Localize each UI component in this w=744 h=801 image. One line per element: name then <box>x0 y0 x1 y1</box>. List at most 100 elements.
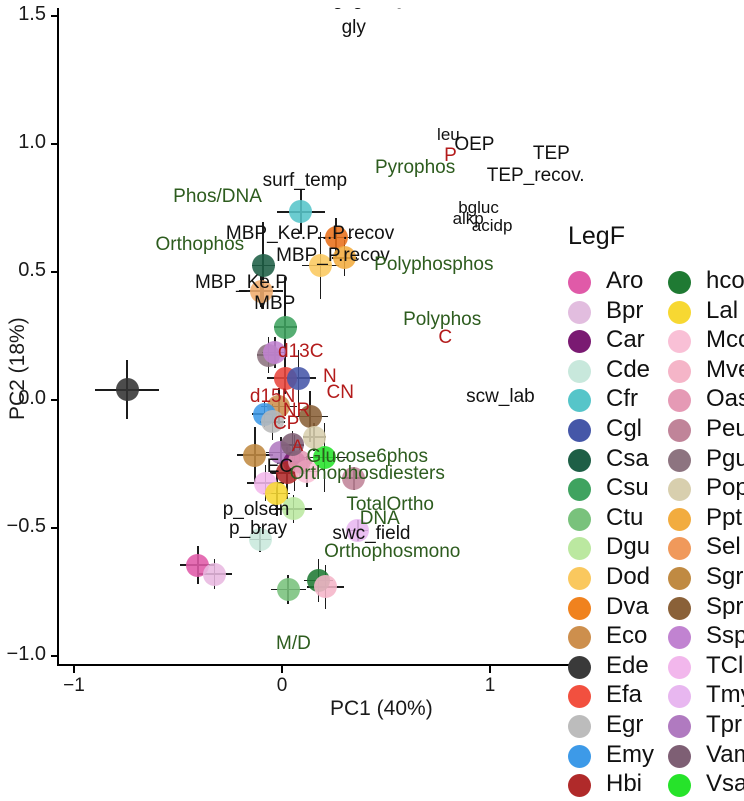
variable-label: p_olsen <box>222 498 290 520</box>
variable-label: N <box>322 365 337 387</box>
data-point[interactable] <box>273 315 297 339</box>
legend-color-swatch <box>568 626 591 650</box>
legend-item-label: hco <box>706 267 744 294</box>
legend-color-swatch <box>568 418 591 442</box>
data-point[interactable] <box>324 225 348 249</box>
data-point[interactable] <box>115 378 139 402</box>
legend-item-label: TCl <box>706 651 744 679</box>
legend-item-label: Cgl <box>606 414 643 442</box>
data-point[interactable] <box>308 254 332 278</box>
data-point[interactable] <box>298 405 322 429</box>
x-tick-label: −1 <box>63 675 85 696</box>
legend-item-label: Cde <box>606 355 651 383</box>
data-point[interactable] <box>261 410 285 434</box>
variable-label: MBP <box>254 292 296 314</box>
legend-color-swatch <box>668 478 691 502</box>
variable-label: NR <box>282 400 311 422</box>
data-point[interactable] <box>243 443 267 467</box>
legend-color-swatch <box>668 418 691 442</box>
legend-item-label: Dod <box>606 562 651 590</box>
legend-color-swatch <box>668 685 691 709</box>
legend-color-swatch <box>568 566 591 590</box>
data-point[interactable] <box>287 366 311 390</box>
legend-title: LegF <box>568 222 625 250</box>
legend-item-label: Mve <box>706 355 744 383</box>
data-point[interactable] <box>248 528 272 552</box>
variable-label: Phos/DNA <box>173 186 262 208</box>
variable-label: scw_lab <box>466 385 535 407</box>
legend-color-swatch <box>568 478 591 502</box>
legend-color-swatch <box>568 271 591 294</box>
y-tick <box>51 143 57 145</box>
data-point[interactable] <box>313 446 337 470</box>
legend-item-label: Lal <box>706 296 739 324</box>
data-point[interactable] <box>263 341 287 365</box>
legend-item-label: Peu <box>706 414 744 442</box>
legend-item-label: Dgu <box>606 533 651 561</box>
x-tick <box>73 666 75 673</box>
legend-color-swatch <box>568 744 591 768</box>
y-tick-label: 0.0 <box>18 387 46 409</box>
data-point[interactable] <box>302 425 326 449</box>
y-tick <box>51 15 57 17</box>
variable-label: OEP <box>454 133 495 155</box>
variable-label: Orthophosmono <box>324 540 461 562</box>
legend-item-label: Vsa <box>706 770 744 798</box>
variable-label: Polyphosphos <box>374 254 494 276</box>
y-tick-label: 0.5 <box>18 259 46 281</box>
data-point[interactable] <box>332 246 356 270</box>
legend-color-swatch <box>668 596 691 620</box>
data-point[interactable] <box>276 577 300 601</box>
variable-label: Glucose6phos <box>306 446 428 468</box>
legend-color-swatch <box>668 566 691 590</box>
legend-item-label: Sel <box>706 533 741 561</box>
legend-color-swatch <box>568 685 591 709</box>
data-point[interactable] <box>265 481 289 505</box>
data-point[interactable] <box>342 466 366 490</box>
legend-item-label: Dva <box>606 592 649 620</box>
y-tick-label: 1.5 <box>18 3 46 25</box>
legend-item-label: Sgr <box>706 562 744 590</box>
data-point[interactable] <box>314 575 338 599</box>
legend-color-swatch <box>668 300 691 324</box>
variable-label: A <box>291 435 304 455</box>
legend-color-swatch <box>668 744 691 768</box>
legend-color-swatch <box>668 389 691 413</box>
data-point[interactable] <box>249 279 273 303</box>
x-axis-line <box>57 664 585 666</box>
data-point[interactable] <box>202 562 226 586</box>
legend-color-swatch <box>668 774 691 798</box>
variable-label: swc_field <box>332 522 411 544</box>
variable-label: CP <box>272 412 300 434</box>
variable-label: surf_temp <box>262 169 348 191</box>
data-point[interactable] <box>251 254 275 278</box>
legend-color-swatch <box>568 507 591 531</box>
legend-color-swatch <box>568 389 591 413</box>
data-point[interactable] <box>289 200 313 224</box>
legend-item-label: Csu <box>606 474 649 502</box>
variable-label: Pyrophos <box>374 156 456 178</box>
data-point[interactable] <box>346 519 370 543</box>
data-point[interactable] <box>281 497 305 521</box>
legend-item-label: Ppt <box>706 503 743 531</box>
legend-item-label: Bpr <box>606 296 644 324</box>
legend-item-label: Eco <box>606 622 648 650</box>
variable-label: p_bray <box>229 517 288 539</box>
variable-label: MBP_Ke.P...P.recov <box>225 223 395 245</box>
variable-label: P <box>444 145 457 167</box>
legend-item-label: Pop <box>706 474 744 502</box>
variable-label: MBP_P.recov <box>276 245 390 267</box>
legend-item-label: Ede <box>606 651 649 679</box>
legend-item-label: Csa <box>606 444 649 472</box>
y-tick <box>51 399 57 401</box>
variable-label: leu <box>437 124 460 144</box>
legend-color-swatch <box>668 448 691 472</box>
legend-item-label: Oas <box>706 385 744 413</box>
variable-label: MBP_Ke.P <box>194 272 288 294</box>
y-tick-label: 1.0 <box>18 131 46 153</box>
variable-label: alkp <box>452 209 484 229</box>
variable-label: M/D <box>276 633 311 655</box>
legend-color-swatch <box>668 359 691 383</box>
legend-color-swatch <box>568 359 591 383</box>
data-point[interactable] <box>280 433 304 457</box>
